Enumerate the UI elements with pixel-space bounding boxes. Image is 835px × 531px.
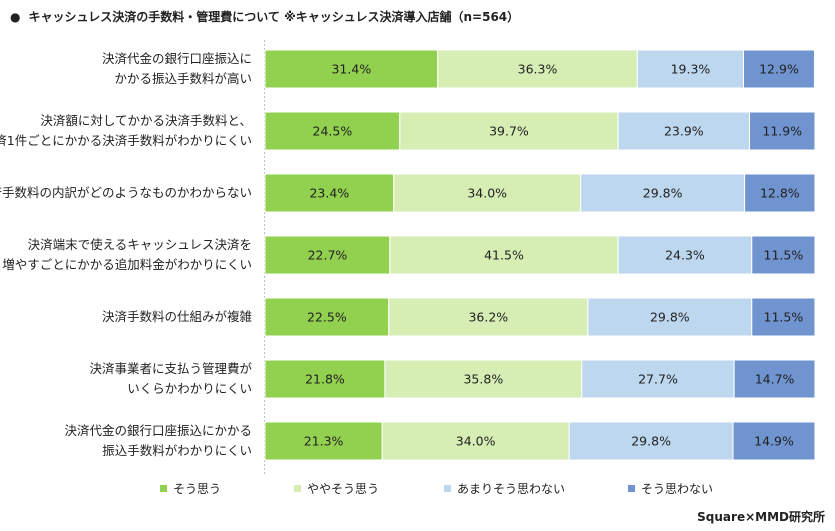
- category-label-line: 決済事業者に支払う管理費が: [89, 361, 252, 376]
- category-label-line: かかる振込手数料が高い: [114, 71, 252, 86]
- data-label: 12.9%: [759, 62, 799, 77]
- data-label: 23.9%: [664, 124, 704, 139]
- bar-segment: [437, 49, 638, 89]
- bar-segment: [751, 297, 816, 337]
- legend-label: そう思わない: [641, 482, 714, 496]
- bar-segment: [617, 235, 753, 275]
- legend-label: ややそう思う: [307, 482, 380, 496]
- bar-segment: [264, 297, 390, 337]
- legend-swatch: [294, 485, 301, 492]
- legend-swatch: [444, 485, 451, 492]
- data-label: 11.5%: [764, 248, 804, 263]
- data-label: 24.5%: [313, 124, 353, 139]
- data-label: 36.2%: [468, 310, 508, 325]
- category-label-line: 決済1件ごとにかかる決済手数料がわかりにくい: [0, 133, 252, 148]
- bar-segment: [264, 49, 439, 89]
- bar-segment: [751, 235, 816, 275]
- category-label: 決済端末で使えるキャッシュレス決済を増やすごとにかかる追加料金がわかりにくい: [2, 237, 252, 272]
- data-label: 29.8%: [643, 186, 683, 201]
- data-label: 14.9%: [754, 434, 794, 449]
- data-label: 31.4%: [331, 62, 371, 77]
- legend-item: あまりそう思わない: [444, 480, 565, 497]
- data-label: 24.3%: [665, 248, 705, 263]
- data-label: 12.8%: [760, 186, 800, 201]
- bar-segment: [393, 173, 582, 213]
- bar-segment: [743, 49, 815, 89]
- category-label-line: 振込手数料がわかりにくい: [102, 443, 252, 458]
- bar-segment: [384, 359, 583, 399]
- legend-swatch: [628, 485, 635, 492]
- bar-segment: [264, 111, 401, 151]
- bar-segment: [389, 235, 619, 275]
- bar-segment: [636, 49, 744, 89]
- bar-segment: [617, 111, 751, 151]
- data-label: 21.8%: [305, 372, 345, 387]
- bar-segment: [264, 359, 386, 399]
- category-label: 決済手数料の内訳がどのようなものかわからない: [0, 185, 252, 200]
- data-label: 11.5%: [764, 310, 804, 325]
- category-label-line: 決済端末で使えるキャッシュレス決済を: [28, 237, 252, 252]
- bar-segment: [733, 359, 816, 399]
- category-label-line: 決済額に対してかかる決済手数料と、: [40, 113, 252, 128]
- data-label: 22.7%: [308, 248, 348, 263]
- category-label: 決済手数料の仕組みが複雑: [102, 309, 252, 324]
- category-label-line: 決済手数料の内訳がどのようなものかわからない: [0, 185, 252, 200]
- legend-swatch: [160, 485, 167, 492]
- category-label: 決済事業者に支払う管理費がいくらかわかりにくい: [89, 361, 252, 396]
- bar-segment: [568, 421, 734, 461]
- data-label: 29.8%: [650, 310, 690, 325]
- chart-title-text: キャッシュレス決済の手数料・管理費について ※キャッシュレス決済導入店舗（n=5…: [28, 10, 520, 24]
- legend-label: そう思う: [173, 482, 222, 496]
- data-label: 21.3%: [304, 434, 344, 449]
- legend-item: そう思わない: [628, 480, 713, 497]
- category-label-line: 決済代金の銀行口座振込に: [102, 51, 252, 66]
- legend-label: あまりそう思わない: [457, 482, 566, 496]
- bar-segment: [264, 235, 391, 275]
- bar-segment: [388, 297, 589, 337]
- data-label: 35.8%: [463, 372, 503, 387]
- bar-segment: [581, 359, 735, 399]
- legend-item: そう思う: [160, 480, 221, 497]
- bar-segment: [744, 173, 816, 213]
- data-label: 41.5%: [484, 248, 524, 263]
- legend-item: ややそう思う: [294, 480, 379, 497]
- bar-segment: [399, 111, 619, 151]
- category-label-line: いくらかわかりにくい: [127, 381, 252, 396]
- category-label: 決済額に対してかかる決済手数料と、決済1件ごとにかかる決済手数料がわかりにくい: [0, 113, 252, 148]
- data-label: 29.8%: [631, 434, 671, 449]
- category-label-line: 決済代金の銀行口座振込にかかる: [64, 423, 252, 438]
- title-bullet: ●: [10, 10, 21, 24]
- data-label: 23.4%: [309, 186, 349, 201]
- category-label-line: 増やすごとにかかる追加料金がわかりにくい: [2, 257, 252, 272]
- data-label: 11.9%: [762, 124, 802, 139]
- data-label: 34.0%: [456, 434, 496, 449]
- source-credit: Square×MMD研究所: [697, 510, 825, 524]
- data-label: 39.7%: [489, 124, 529, 139]
- bar-segment: [732, 421, 816, 461]
- category-label: 決済代金の銀行口座振込にかかる振込手数料が高い: [102, 51, 252, 86]
- chart-legend: そう思う ややそう思う あまりそう思わない そう思わない: [0, 480, 835, 496]
- data-label: 22.5%: [307, 310, 347, 325]
- data-label: 36.3%: [518, 62, 558, 77]
- bar-segment: [749, 111, 816, 151]
- category-label-line: 決済手数料の仕組みが複雑: [102, 309, 252, 324]
- data-label: 27.7%: [638, 372, 678, 387]
- data-label: 19.3%: [671, 62, 711, 77]
- data-label: 14.7%: [755, 372, 795, 387]
- bar-segment: [381, 421, 570, 461]
- data-label: 34.0%: [467, 186, 507, 201]
- bar-segment: [264, 421, 383, 461]
- chart-title: ● キャッシュレス決済の手数料・管理費について ※キャッシュレス決済導入店舗（n=…: [10, 8, 519, 25]
- category-label: 決済代金の銀行口座振込にかかる振込手数料がわかりにくい: [64, 423, 252, 458]
